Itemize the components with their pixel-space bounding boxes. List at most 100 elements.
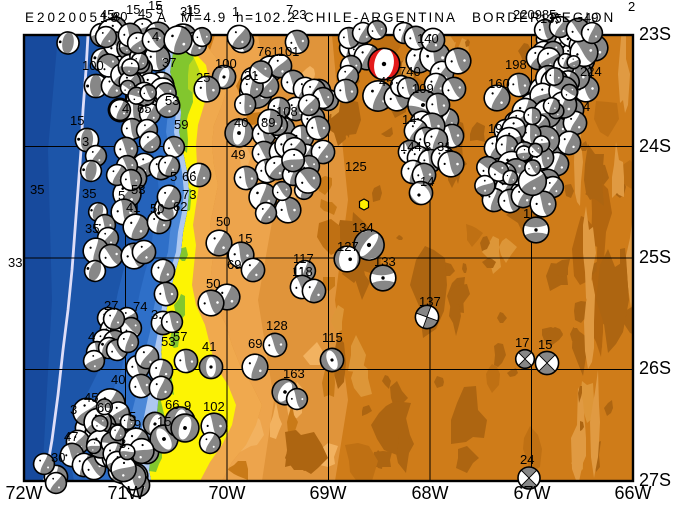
svg-text:60: 60 [97,400,111,415]
svg-text:49: 49 [584,10,598,25]
svg-text:163: 163 [283,366,305,381]
svg-text:25S: 25S [639,247,671,267]
svg-text:128: 128 [266,318,288,333]
svg-text:A: A [157,10,166,25]
svg-text:108: 108 [276,104,298,119]
svg-text:50: 50 [150,201,164,216]
svg-text:740: 740 [399,64,421,79]
svg-text:72W: 72W [5,483,42,503]
svg-text:7: 7 [286,2,293,17]
svg-text:45: 45 [84,390,98,405]
svg-text:4: 4 [88,329,95,344]
svg-text:220985: 220985 [513,7,556,22]
svg-text:31: 31 [437,139,451,154]
svg-text:41: 41 [126,200,140,215]
svg-text:35: 35 [30,182,44,197]
svg-text:27: 27 [104,298,118,313]
svg-text:24S: 24S [639,136,671,156]
svg-text:37: 37 [162,55,176,70]
svg-text:41: 41 [202,339,216,354]
svg-text:15: 15 [538,337,552,352]
svg-text:224: 224 [580,64,602,79]
svg-text:47: 47 [64,429,78,444]
svg-text:68W: 68W [411,483,448,503]
svg-text:45: 45 [379,74,393,89]
svg-text:65: 65 [137,101,151,116]
svg-text:62: 62 [173,199,187,214]
svg-text:133: 133 [374,254,396,269]
svg-text:1: 1 [232,4,239,19]
svg-text:25: 25 [196,70,210,85]
svg-text:9: 9 [184,398,191,413]
svg-text:134: 134 [352,220,374,235]
svg-text:15: 15 [186,2,200,17]
svg-text:102: 102 [203,399,225,414]
svg-text:66: 66 [165,397,179,412]
svg-text:REGION: REGION [550,10,615,25]
svg-text:30: 30 [51,450,65,465]
svg-text:15: 15 [148,0,162,13]
svg-text:33: 33 [8,255,22,270]
svg-text:15: 15 [238,231,252,246]
svg-text:3: 3 [151,307,158,322]
svg-text:53: 53 [165,93,179,108]
svg-text:26S: 26S [639,358,671,378]
svg-text:h=102.2: h=102.2 [236,10,296,25]
svg-text:50: 50 [206,276,220,291]
svg-text:67W: 67W [513,483,550,503]
svg-text:100: 100 [215,56,237,71]
svg-text:BORDER: BORDER [472,10,542,25]
svg-text:23: 23 [292,7,306,22]
svg-text:69: 69 [227,257,241,272]
svg-text:27S: 27S [639,470,671,490]
svg-text:89: 89 [261,115,275,130]
svg-text:57: 57 [173,329,187,344]
svg-text:761101: 761101 [257,44,299,59]
svg-text:5: 5 [156,2,163,17]
svg-text:M=4.9: M=4.9 [181,10,227,25]
svg-text:118: 118 [292,264,313,279]
svg-text:3: 3 [424,139,431,154]
svg-text:198: 198 [505,57,527,72]
svg-text:5: 5 [170,169,177,184]
svg-text:9: 9 [134,417,141,432]
svg-text:69: 69 [248,336,262,351]
svg-text:17: 17 [515,335,529,350]
svg-text:40: 40 [111,372,125,387]
svg-text:71W: 71W [107,483,144,503]
svg-text:4: 4 [583,99,590,114]
svg-text:117: 117 [293,251,314,266]
svg-text:73: 73 [182,187,196,202]
svg-text:50: 50 [216,214,230,229]
svg-text:15: 15 [70,113,84,128]
svg-text:5: 5 [129,409,136,424]
svg-text:E20200518: E20200518 [25,10,121,25]
svg-text:53: 53 [161,334,175,349]
svg-text:49: 49 [231,147,245,162]
svg-text:125: 125 [345,159,367,174]
svg-text:80: 80 [113,9,127,24]
svg-text:2: 2 [628,0,635,14]
svg-text:5: 5 [118,188,125,203]
svg-text:59: 59 [174,117,188,132]
svg-text:70W: 70W [208,483,245,503]
svg-text:3: 3 [70,402,77,417]
svg-text:14: 14 [420,174,434,189]
svg-text:144: 144 [400,139,422,154]
svg-text:109: 109 [412,81,434,96]
svg-text:4: 4 [122,101,129,116]
svg-text:74: 74 [133,299,147,314]
svg-text:19: 19 [488,121,502,136]
svg-text:1: 1 [523,206,530,221]
svg-text:35: 35 [85,221,99,236]
svg-text:66W: 66W [614,483,651,503]
svg-text:15: 15 [157,414,171,429]
svg-text:40: 40 [234,115,248,130]
svg-text:4: 4 [152,29,159,44]
svg-text:140: 140 [417,31,439,46]
svg-text:160: 160 [488,76,510,91]
svg-text:66: 66 [182,169,196,184]
svg-text:53: 53 [131,182,145,197]
svg-text:135: 135 [540,11,562,26]
svg-text:3: 3 [119,436,126,451]
